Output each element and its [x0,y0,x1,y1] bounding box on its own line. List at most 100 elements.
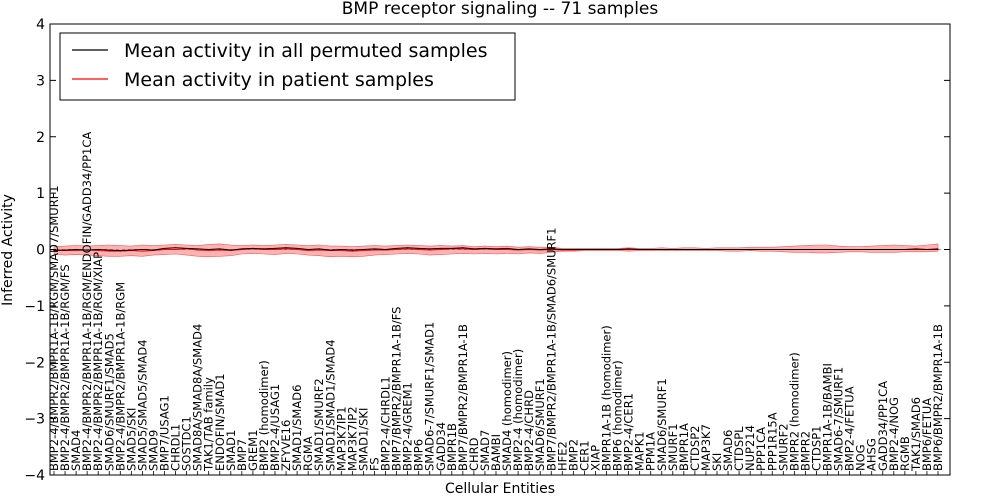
series-point-permuted [782,249,784,250]
x-tick-label: RGMA [301,436,315,471]
series-point-permuted [561,249,563,250]
x-axis-label: Cellular Entities [445,481,555,497]
series-point-permuted [318,248,320,250]
x-tick-label: BAMBI [489,434,503,471]
x-tick-label: BMPR1A-1B (homodimer) [600,325,614,471]
x-tick-label: SMAD1/SKI [356,408,370,471]
series-point-permuted [230,249,232,251]
y-tick-label: −3 [24,412,45,428]
y-tick-label: 3 [36,73,45,89]
y-tick-label: 0 [36,243,45,259]
series-point-permuted [694,249,696,250]
series-point-permuted [362,249,364,250]
x-tick-label: SMAD6/SMURF1 [655,378,669,471]
x-tick-label: BMP2-4/BMPR2/BMPR1A-1B/RGM/SMAD7/SMURF1 [47,185,61,471]
series-point-patient [274,249,276,250]
series-point-permuted [418,247,420,249]
x-tick-label: SKI [710,453,724,471]
series-point-permuted [628,248,630,250]
series-point-permuted [208,249,210,250]
series-point-permuted [683,249,685,250]
series-point-permuted [606,249,607,250]
series-point-patient [141,250,143,252]
series-point-permuted [340,249,342,250]
x-tick-label: BMP7/BMPR2/BMPR1A-1B/SMAD6/SMURF1 [544,228,558,471]
series-point-permuted [793,249,795,250]
x-tick-label: PPP1CA [754,427,768,471]
x-tick-label: BMP6 (homodimer) [611,360,625,471]
series-point-permuted [462,247,464,249]
x-tick-label: SMAD6 [721,430,735,471]
series-point-permuted [285,247,287,249]
x-tick-label: GADD34/PP1CA [876,381,890,471]
series-point-patient [75,250,77,252]
series-point-patient [340,250,342,252]
x-tick-label: CTDSP2 [688,426,702,471]
series-point-patient [440,249,442,250]
legend-frame [59,32,516,101]
x-axis: BMP2-4/BMPR2/BMPR1A-1B/RGM/SMAD7/SMURF1B… [47,132,945,475]
series-point-permuted [175,247,177,249]
y-tick-label: 2 [36,130,45,146]
series-point-permuted [849,249,851,250]
series-point-patient [506,249,508,250]
series-point-permuted [827,249,828,250]
x-tick-label: TAK1/TAB family [202,377,216,472]
x-tick-label: BMPR2 (homodimer) [787,352,801,471]
series-point-permuted [385,249,386,250]
x-tick-label: SMAD1 [224,430,238,471]
x-tick-label: BMP2-4/BMPR2/BMPR1A-1B/RGM/FS [58,264,72,471]
x-tick-label: SMAD6/SMURF1/SMAD5 [102,333,116,471]
series-point-patient [318,249,320,251]
series-point-permuted [517,249,519,250]
x-tick-label: BMP2-4/NOG [887,397,901,471]
series-point-patient [296,249,298,250]
series-point-patient [197,249,199,251]
x-tick-label: MAP3K7IP1 [334,406,348,471]
series-point-patient [208,250,210,252]
x-tick-label: CTDSPL [732,426,746,471]
x-tick-label: BMP2-4/CER1 [622,393,636,471]
series-point-patient [285,248,287,250]
series-point-permuted [727,249,729,250]
series-point-permuted [108,249,110,251]
x-tick-label: BMP2-4/CHRD [522,390,536,471]
x-tick-label: SMAD1/SMURF2 [312,378,326,471]
series-point-permuted [838,249,839,250]
x-tick-label: SMAD7 [478,430,492,471]
series-point-permuted [760,249,762,250]
series-point-patient [407,248,409,250]
series-point-permuted [705,249,707,250]
series-point-permuted [583,249,585,250]
series-point-permuted [296,247,298,249]
series-point-permuted [440,247,442,249]
series-point-permuted [329,249,331,251]
legend-label-permuted: Mean activity in all permuted samples [124,40,487,62]
x-tick-label: ZFYVE16 [279,420,293,471]
x-tick-label: BMPR1B [445,423,459,471]
series-point-permuted [186,247,188,249]
series-point-permuted [804,249,806,250]
x-tick-label: MAP3K7IP2 [345,406,359,471]
series-point-patient [108,250,110,252]
series-point-permuted [97,249,99,250]
series-point-permuted [617,249,618,250]
x-tick-label: HFE2 [555,441,569,471]
series-point-permuted [882,249,884,250]
x-tick-label: BMP7 [235,439,249,471]
x-tick-label: BMP2-4/CHRDL1 [379,376,393,471]
x-tick-label: PPP1R15A [765,412,779,471]
x-tick-label: BMP2-4/BMPR2/BMPR1A-1B/RGM/XIAP [91,252,105,471]
legend-label-patient: Mean activity in patient samples [124,69,434,91]
x-tick-label: RGMB [898,436,912,471]
x-tick-label: SOSTDC1 [180,416,194,471]
series-point-permuted [64,249,66,251]
series-point-permuted [86,249,88,251]
series-point-permuted [141,249,143,250]
series-point-permuted [241,248,243,250]
series-point-permuted [816,249,817,250]
x-tick-label: BMP2-4/GREM1 [401,382,415,471]
x-tick-label: BMP7/USAG1 [158,395,172,471]
series-point-permuted [119,250,121,252]
x-tick-label: SMAD8A/SMAD8A/SMAD4 [191,324,205,471]
